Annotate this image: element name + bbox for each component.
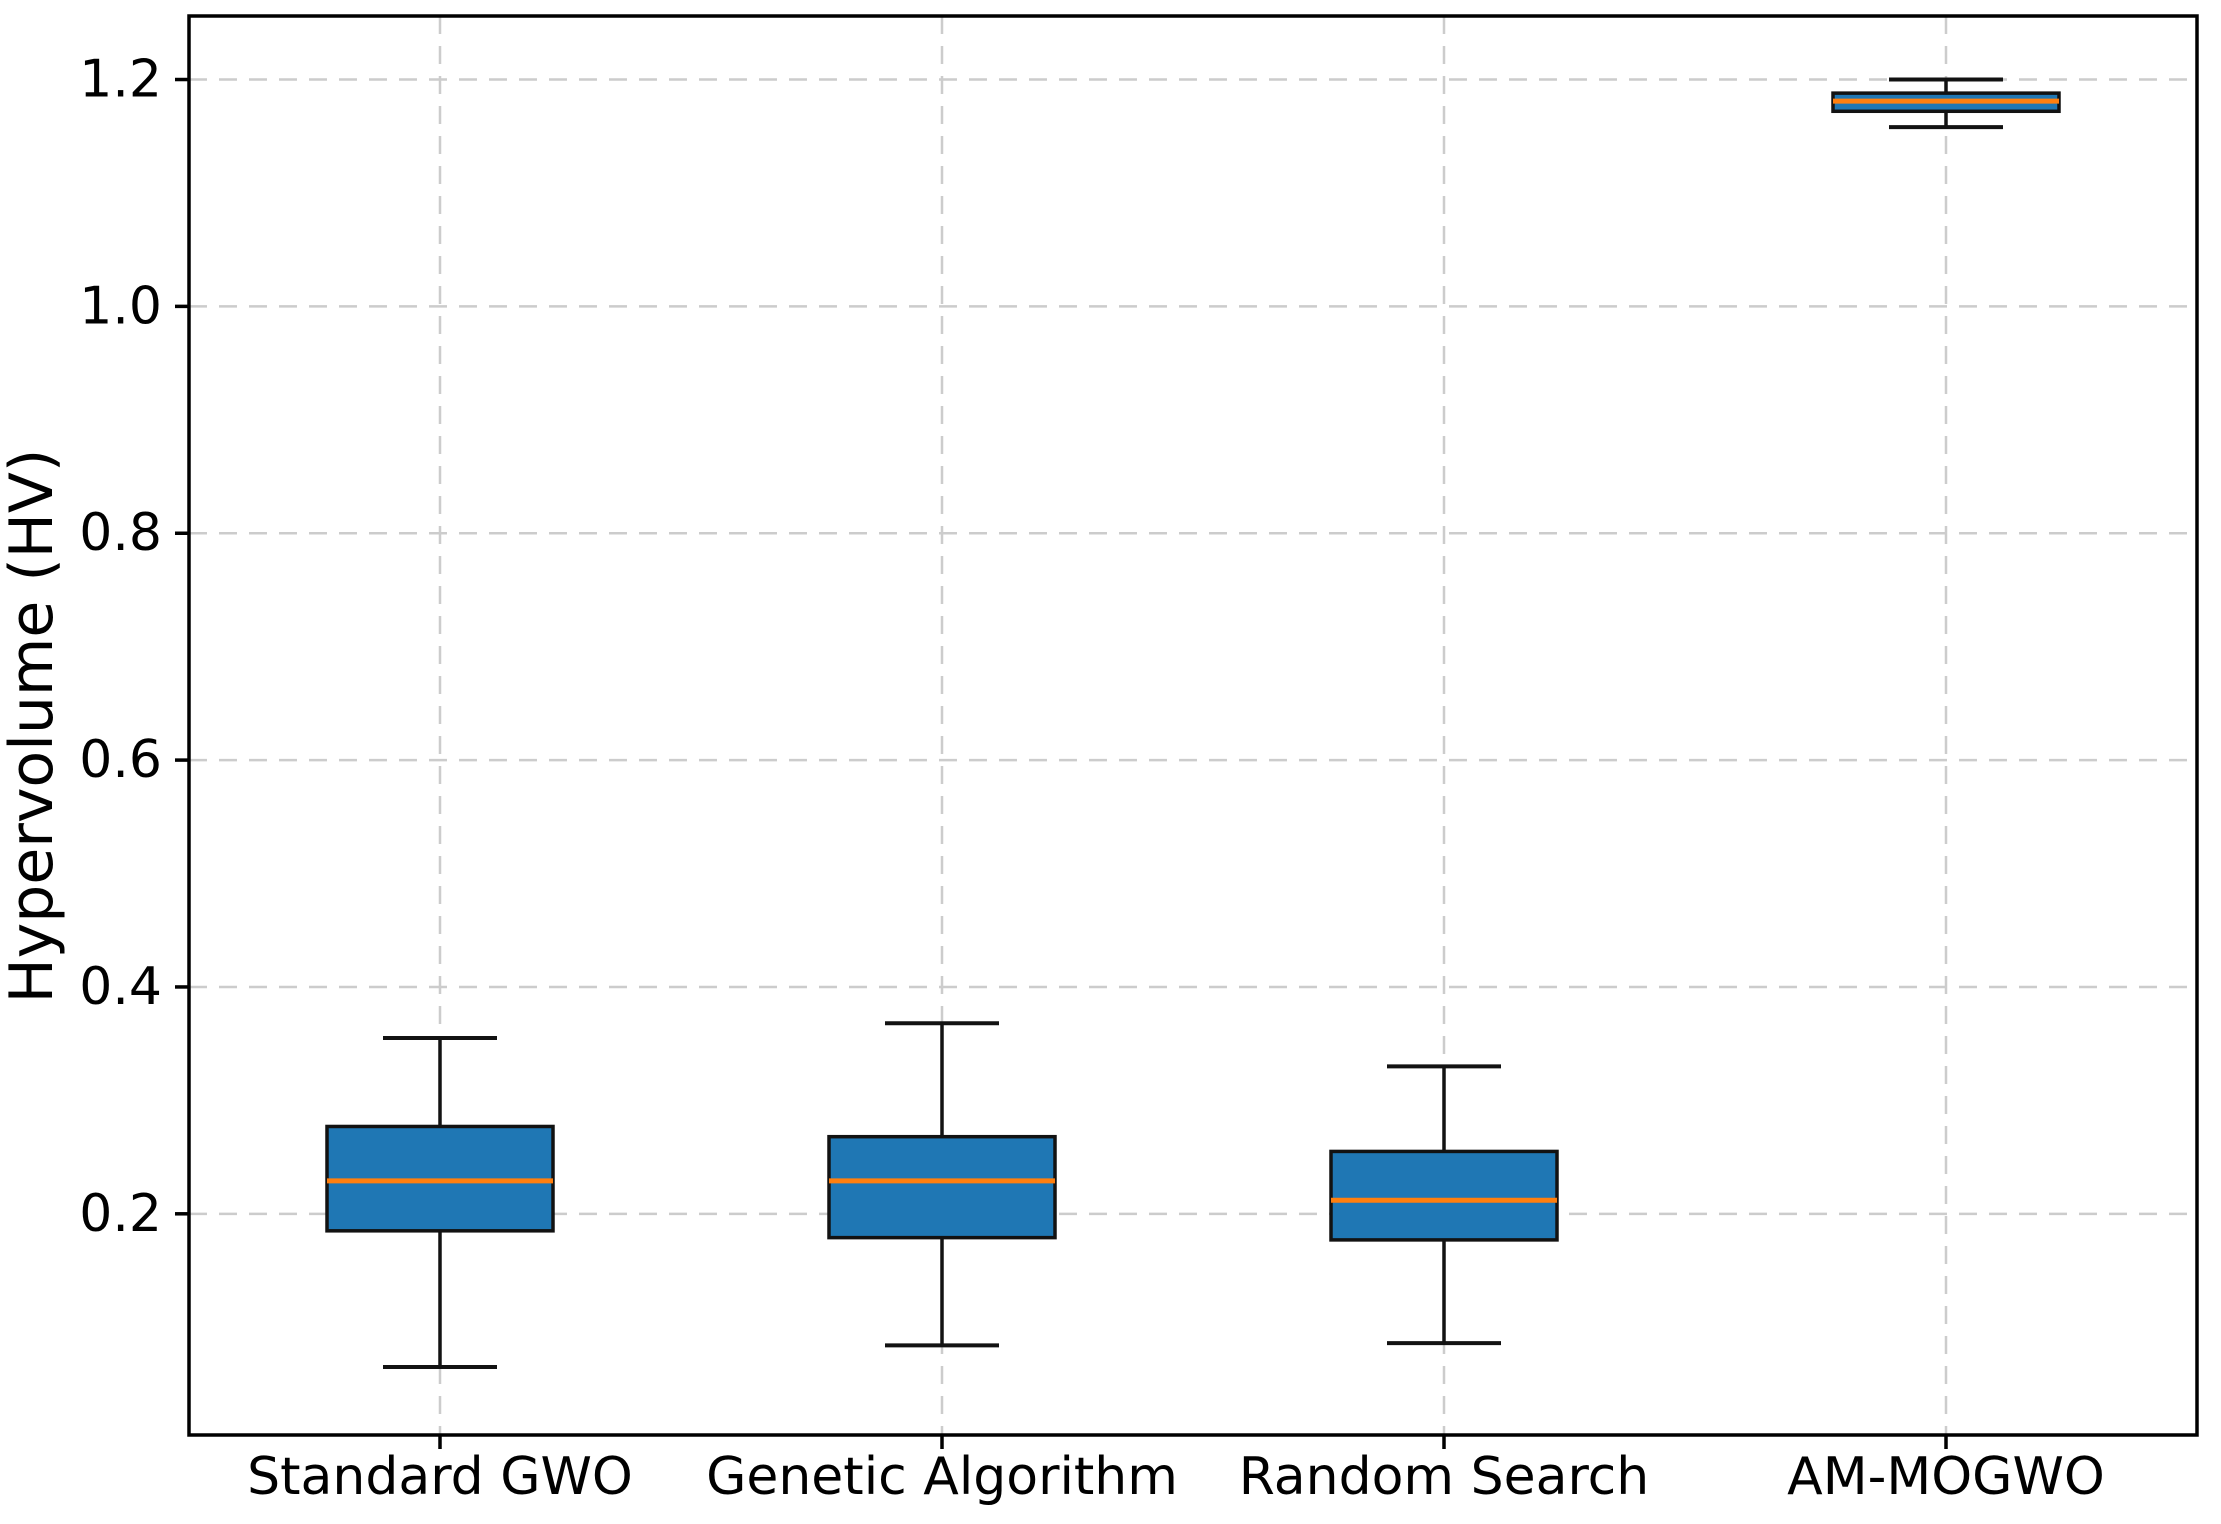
box-random-search [1329,1149,1559,1242]
y-tick-label-0.6: 0.6 [79,730,162,790]
x-tick-label-standard-gwo: Standard GWO [247,1447,633,1507]
y-tick-label-1.0: 1.0 [79,276,162,336]
y-tick-label-1.2: 1.2 [79,50,162,110]
box-layer [325,77,2061,1369]
x-tick-label-genetic-algorithm: Genetic Algorithm [706,1447,1178,1507]
x-tick-label-random-search: Random Search [1239,1447,1649,1507]
box-genetic-algorithm [827,1134,1057,1240]
y-tick-label-0.2: 0.2 [79,1184,162,1244]
y-tick-label-0.8: 0.8 [79,503,162,563]
x-tick-label-am-mogwo: AM-MOGWO [1787,1447,2105,1507]
y-tick-label-0.4: 0.4 [79,957,162,1017]
plot-border [187,14,2199,1437]
y-axis-label: Hypervolume (HV) [0,449,67,1004]
axis-layer: 0.2 0.4 0.6 0.8 1.0 1.2 Standard GWO Genetic Al… [79,14,2199,1507]
